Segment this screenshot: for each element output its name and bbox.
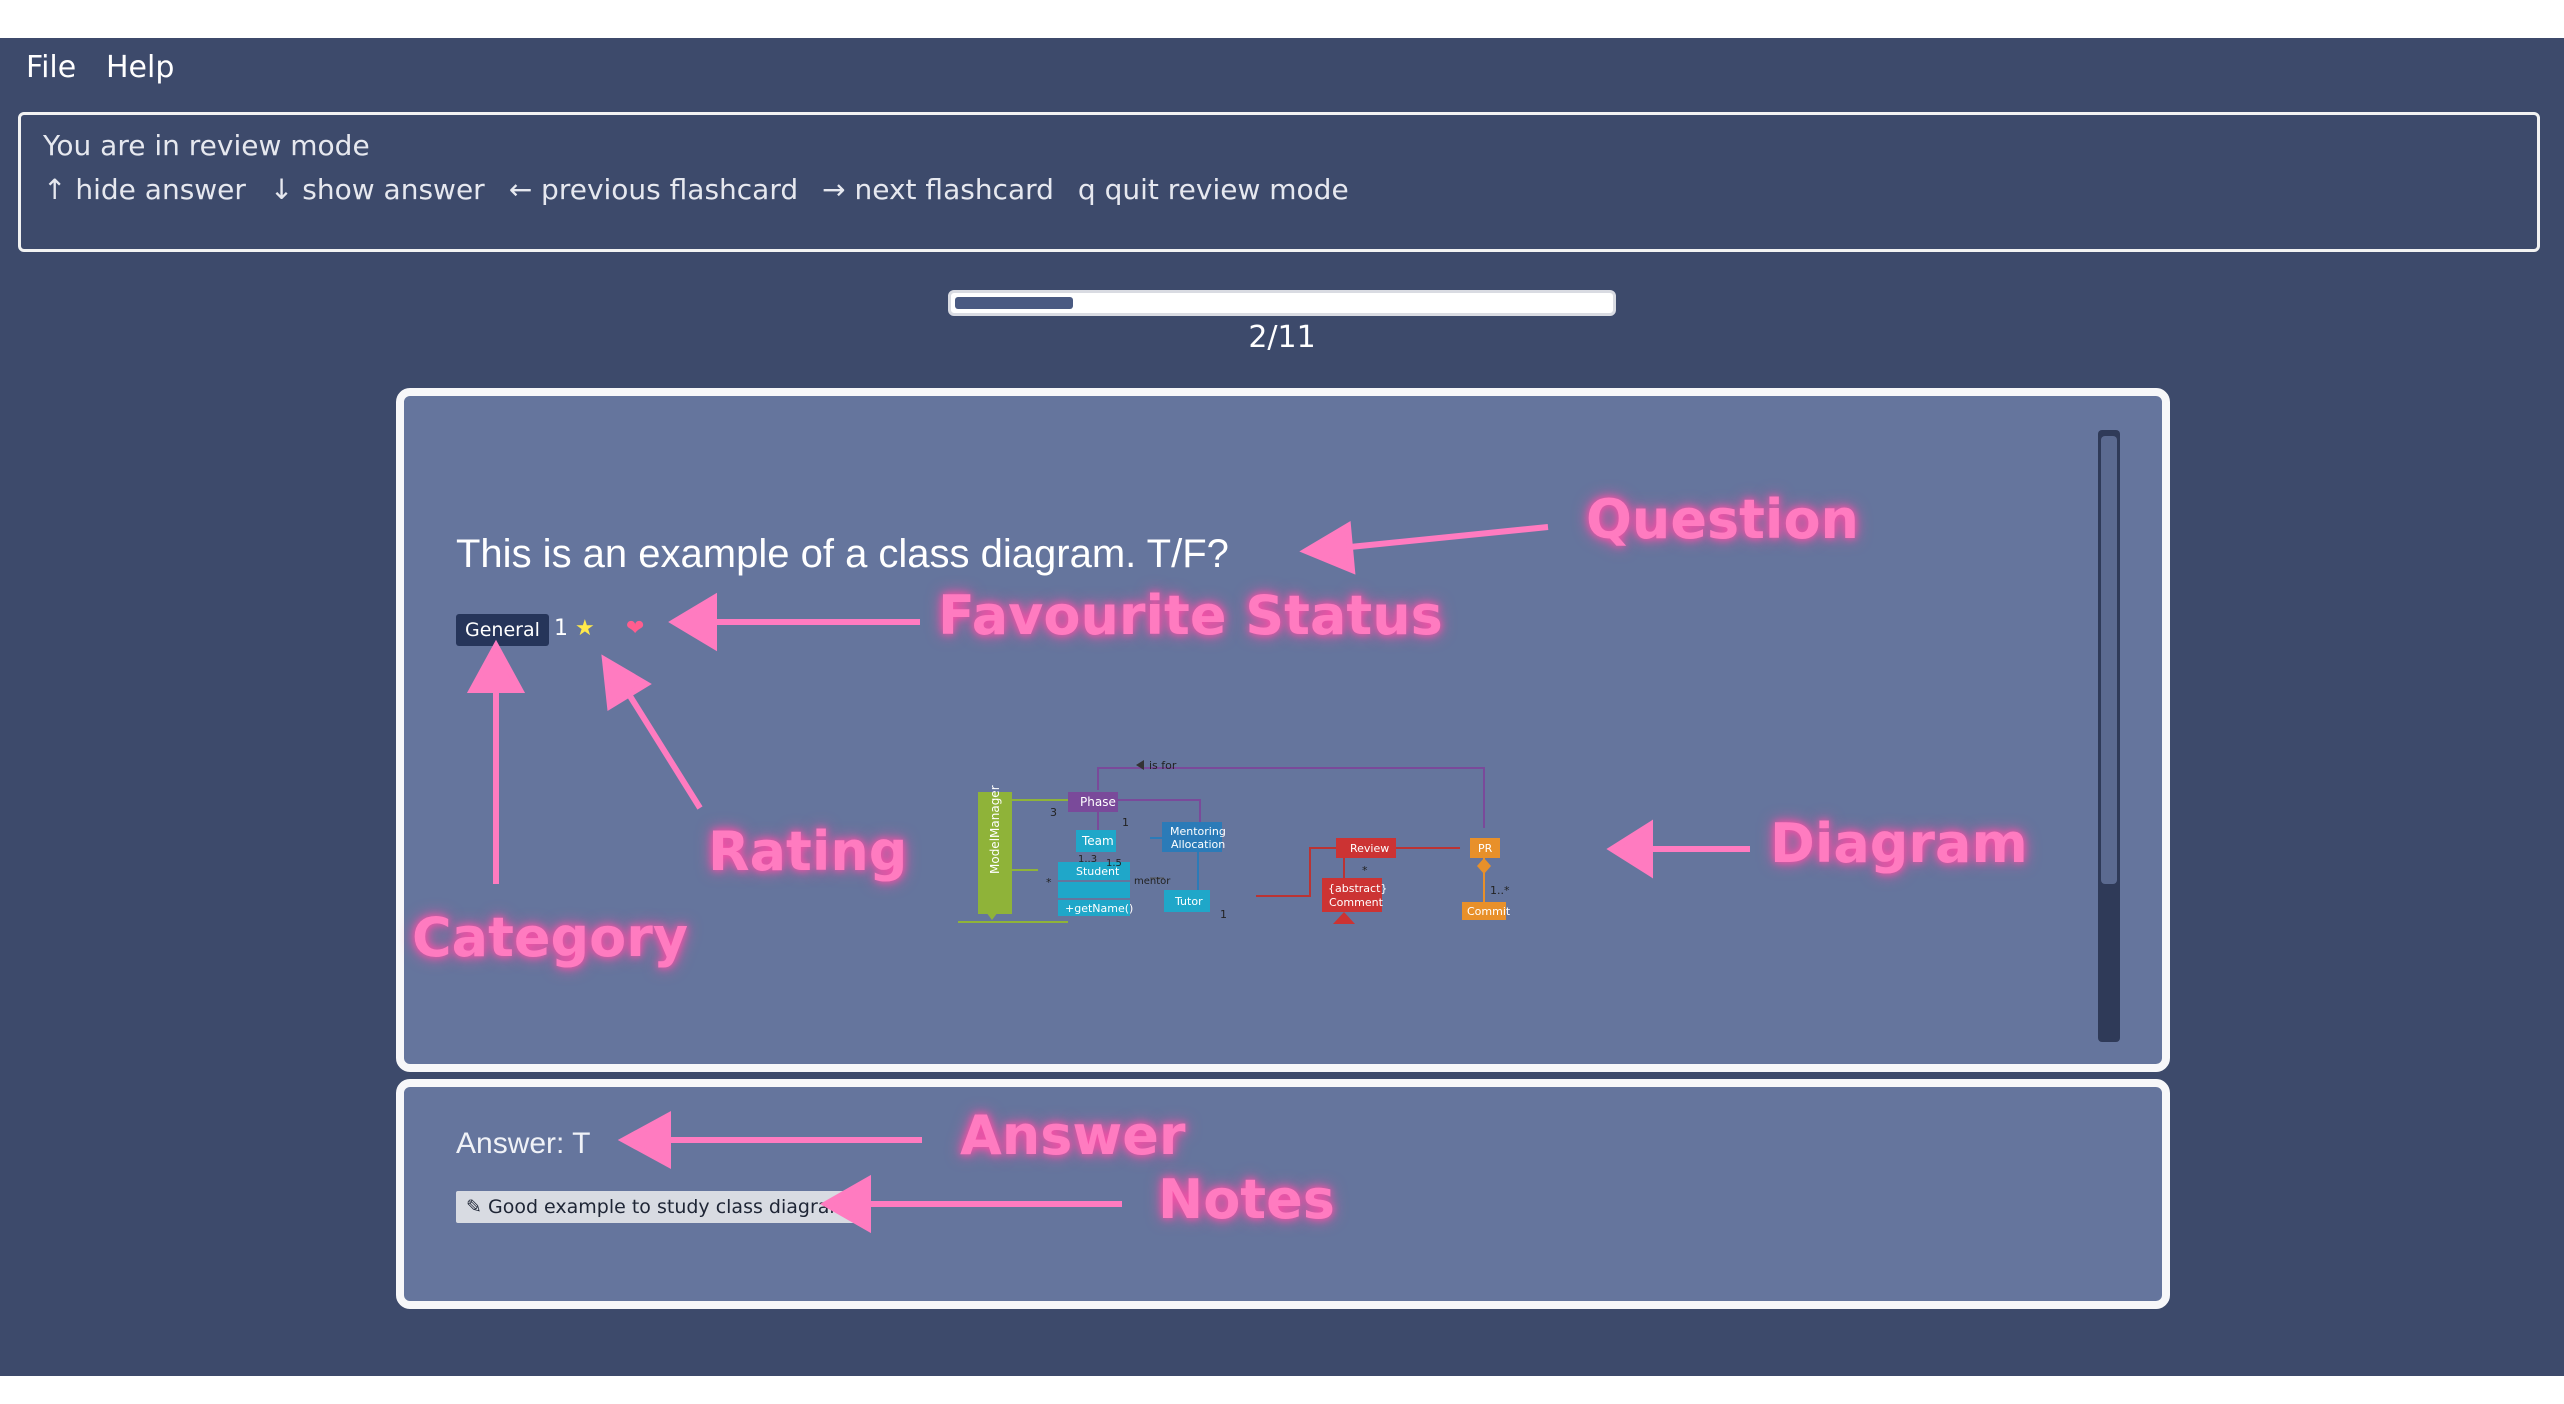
diagram-student: Student: [1076, 865, 1120, 878]
annotation-diagram: Diagram: [1770, 812, 2028, 875]
diagram-tutor: Tutor: [1174, 895, 1203, 908]
progress-bar-fill: [955, 297, 1073, 309]
diagram-abstract-2: Comment: [1329, 896, 1384, 909]
key-hint-show-answer: ↓ show answer: [269, 173, 485, 206]
review-mode-text: You are in review mode: [43, 129, 370, 162]
diagram-mult-3: 3: [1050, 806, 1057, 819]
diagram-mult-1a: 1: [1122, 816, 1129, 829]
diagram-pr: PR: [1478, 842, 1493, 855]
rating-value: 1: [554, 616, 568, 641]
notes-tag: ✎ Good example to study class diagram: [456, 1191, 858, 1223]
flashcard-question-panel: This is an example of a class diagram. T…: [396, 388, 2170, 1072]
diagram-phase: Phase: [1080, 795, 1116, 809]
annotation-category: Category: [412, 906, 689, 969]
card-scrollbar[interactable]: [2098, 430, 2120, 1042]
category-tag: General: [456, 614, 549, 646]
diagram-mult-star2: *: [1362, 864, 1368, 877]
diagram-getname: +getName(): [1065, 902, 1133, 915]
diagram-abstract-1: {abstract}: [1328, 882, 1387, 895]
diagram-mentor-label: mentor: [1134, 876, 1171, 887]
annotation-rating: Rating: [708, 820, 908, 883]
key-hint-hide-answer: ↑ hide answer: [43, 173, 246, 206]
key-hint-quit: q quit review mode: [1077, 173, 1349, 206]
notes-text: Good example to study class diagram: [487, 1196, 848, 1218]
diagram-team: Team: [1081, 834, 1114, 848]
diagram-mult-star: *: [1046, 876, 1052, 889]
diagram-mult-1-3: 1..3: [1078, 854, 1097, 865]
annotation-notes: Notes: [1158, 1168, 1335, 1231]
heart-icon: ❤: [626, 616, 645, 641]
diagram-mult-1-5: 1.5: [1106, 858, 1122, 869]
diagram-is-for: is for: [1149, 759, 1177, 772]
progress-label: 2/11: [1248, 320, 1316, 355]
key-hint-previous: ← previous flashcard: [508, 173, 799, 206]
diagram-modelmanager: ModelManager: [988, 785, 1002, 874]
review-progress-bar: [948, 290, 1616, 316]
question-text: This is an example of a class diagram. T…: [456, 532, 1229, 576]
pencil-icon: ✎: [466, 1196, 482, 1218]
annotation-favourite-status: Favourite Status: [938, 584, 1443, 647]
answer-text: Answer: T: [456, 1127, 591, 1160]
menu-file[interactable]: File: [26, 50, 77, 85]
menu-bar: File Help: [0, 38, 2564, 100]
scrollbar-thumb[interactable]: [2101, 436, 2117, 884]
diagram-mentoring-1: Mentoring: [1170, 825, 1226, 838]
diagram-mult-1-star: 1..*: [1490, 884, 1510, 897]
menu-help[interactable]: Help: [106, 50, 175, 85]
key-hint-next: → next flashcard: [822, 173, 1054, 206]
flashcard-answer-panel: Answer: T ✎ Good example to study class …: [396, 1079, 2170, 1309]
star-icon: ★: [575, 616, 595, 641]
diagram-mult-1b: 1: [1220, 908, 1227, 921]
annotation-answer: Answer: [960, 1104, 1186, 1167]
status-bar-path: .\data\flashcarddeck.json: [8, 1376, 285, 1401]
diagram-commit: Commit: [1467, 905, 1511, 918]
diagram-review: Review: [1350, 842, 1389, 855]
class-diagram: is for ModelManager Ph: [958, 759, 1511, 924]
rating: 1 ★: [554, 616, 595, 641]
review-key-hints: ↑ hide answer ↓ show answer ← previous f…: [43, 173, 1349, 206]
annotation-question: Question: [1586, 488, 1859, 551]
diagram-mentoring-2: Allocation: [1171, 838, 1225, 851]
result-display: You are in review mode ↑ hide answer ↓ s…: [18, 112, 2540, 252]
